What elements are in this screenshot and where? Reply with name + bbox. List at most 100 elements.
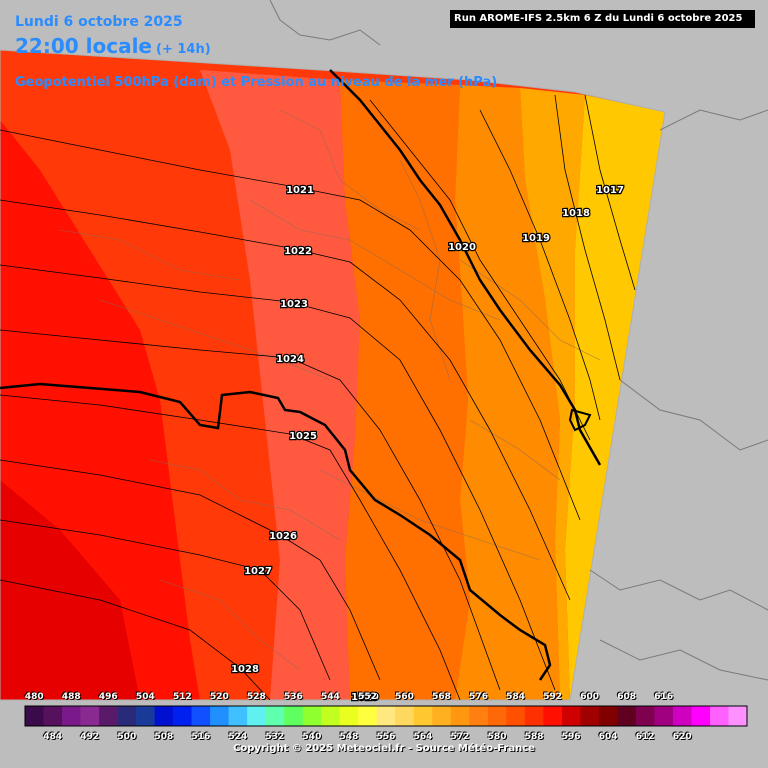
copyright-notice: Copyright © 2025 Meteociel.fr - Source M… (233, 743, 535, 754)
legend-label: 536 (284, 692, 303, 702)
isobar-label: 1020 (448, 242, 476, 253)
isobar-label: 1024 (276, 354, 304, 365)
isobar-label: 1018 (562, 208, 590, 219)
legend-swatch (99, 706, 118, 726)
legend-swatch (210, 706, 229, 726)
legend-swatch (617, 706, 637, 726)
legend-label: 580 (487, 732, 507, 742)
legend-label: 560 (395, 692, 414, 702)
legend-label: 524 (228, 732, 248, 742)
legend-label: 556 (376, 732, 396, 742)
legend-label: 480 (24, 692, 44, 702)
legend-label: 616 (654, 692, 674, 702)
legend-label: 612 (635, 732, 655, 742)
legend-label: 568 (432, 692, 451, 702)
legend-swatch (376, 706, 396, 726)
legend-swatch (228, 706, 248, 726)
legend-swatch (561, 706, 581, 726)
legend-label: 508 (154, 732, 174, 742)
legend-swatch (62, 706, 81, 726)
legend-label: 584 (506, 692, 525, 702)
legend-swatch (136, 706, 155, 726)
isobar-label: 1019 (522, 233, 550, 244)
legend-label: 516 (191, 732, 211, 742)
legend-label: 572 (450, 732, 470, 742)
legend-swatch (469, 706, 489, 726)
legend-swatch (154, 706, 174, 726)
legend-label: 544 (321, 692, 340, 702)
legend-label: 600 (580, 692, 600, 702)
legend-label: 552 (358, 692, 377, 702)
legend-label: 520 (209, 692, 229, 702)
legend-swatch (247, 706, 266, 726)
legend-swatch (339, 706, 359, 726)
isobar-label: 1027 (244, 566, 272, 577)
legend-swatch (173, 706, 192, 726)
legend-swatch (117, 706, 137, 726)
time-line: 22:00 locale (+ 14h) (15, 34, 211, 58)
legend-swatch (395, 706, 415, 726)
legend-label: 608 (617, 692, 637, 702)
legend-label: 540 (302, 732, 322, 742)
local-time: 22:00 locale (15, 34, 152, 58)
legend-swatch (358, 706, 378, 726)
legend-swatch (321, 706, 341, 726)
legend-label: 588 (524, 732, 544, 742)
isobar-label: 1028 (231, 664, 259, 675)
isobar-label: 1022 (284, 246, 312, 257)
color-scale-bar (24, 705, 748, 727)
legend-label: 548 (339, 732, 359, 742)
legend-swatch (43, 706, 63, 726)
isobar-label: 1021 (286, 185, 314, 196)
isobar-lines (0, 94, 636, 700)
legend-label: 564 (413, 732, 433, 742)
isobar-labels: 1017 1018 1019 1020 1021 1022 1023 1024 … (230, 184, 625, 705)
date-line: Lundi 6 octobre 2025 (15, 14, 183, 30)
legend-swatch (709, 706, 729, 726)
legend-label: 512 (172, 692, 192, 702)
legend-swatch (524, 706, 544, 726)
legend-label: 604 (598, 732, 618, 742)
isobar-label: 1025 (289, 431, 317, 442)
legend-swatch (543, 706, 563, 726)
legend-swatch (580, 706, 600, 726)
run-info: Run AROME-IFS 2.5km 6 Z du Lundi 6 octob… (450, 10, 755, 28)
border-enclave (568, 408, 592, 432)
outside-borders (269, 0, 768, 681)
legend-label: 576 (469, 692, 488, 702)
geopotential-field (0, 50, 665, 700)
legend-label: 484 (43, 732, 63, 742)
legend-swatch (598, 706, 618, 726)
legend-border (24, 705, 748, 727)
legend-swatch (691, 706, 711, 726)
region-borders (59, 109, 601, 671)
legend-swatch (635, 706, 655, 726)
legend-swatch (432, 706, 452, 726)
legend-swatch (728, 706, 748, 726)
legend-label: 496 (98, 692, 118, 702)
legend-label: 500 (117, 732, 137, 742)
legend-label: 488 (61, 692, 81, 702)
legend-label: 592 (543, 692, 563, 702)
legend-swatch (672, 706, 692, 726)
legend-swatch (487, 706, 507, 726)
legend-swatch (413, 706, 433, 726)
legend-label: 504 (135, 692, 155, 702)
isobar-label: 1026 (269, 531, 297, 542)
legend-label: 492 (80, 732, 100, 742)
legend-swatch (191, 706, 211, 726)
legend-swatch (506, 706, 526, 726)
legend-swatch (302, 706, 322, 726)
legend-label: 596 (561, 732, 581, 742)
national-border (0, 69, 602, 681)
isobar-label: 1029 (351, 692, 379, 703)
map-subtitle: Geopotentiel 500hPa (dam) et Pression au… (15, 75, 498, 90)
legend-swatch (450, 706, 470, 726)
legend-label: 620 (672, 732, 692, 742)
isobar-label: 1017 (596, 185, 624, 196)
legend-swatch (654, 706, 674, 726)
isobar-label: 1023 (280, 299, 308, 310)
lead-time: (+ 14h) (156, 42, 211, 57)
legend-label: 528 (247, 692, 266, 702)
